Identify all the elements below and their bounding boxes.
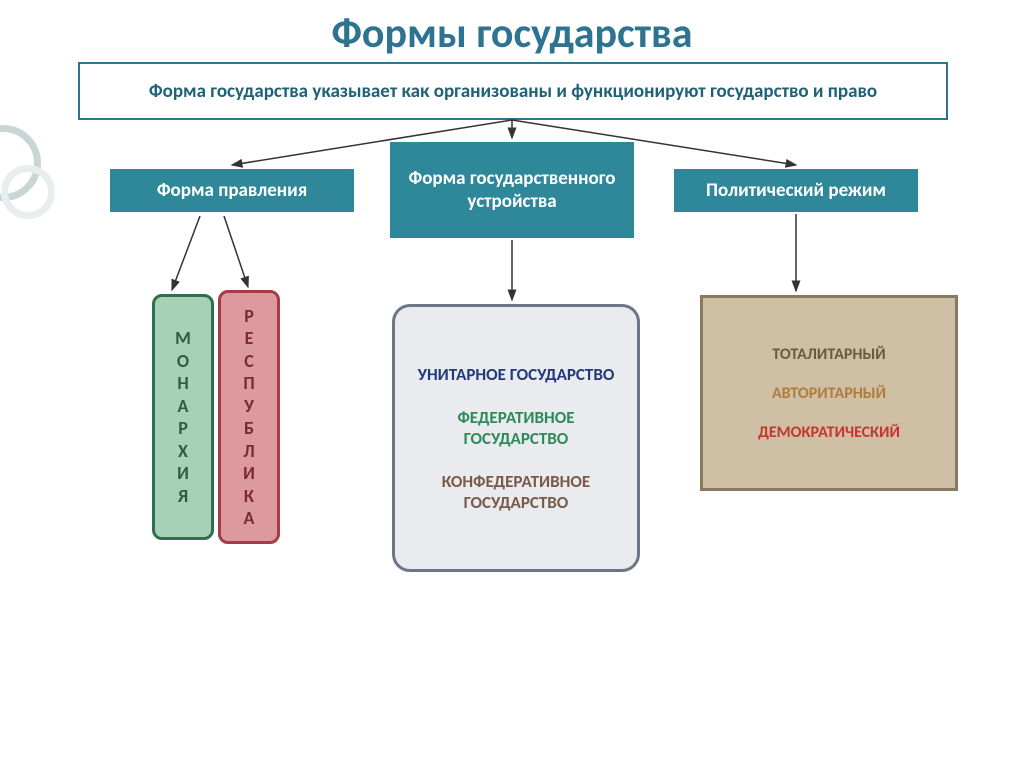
- vertical-letter: А: [178, 395, 189, 418]
- vertical-letter: Р: [178, 417, 188, 440]
- vertical-letter: А: [244, 507, 255, 530]
- branch-political-regime: Политический режим: [672, 167, 920, 214]
- vertical-letter: К: [244, 485, 254, 508]
- vertical-letter: Р: [244, 305, 254, 328]
- slide-decoration: [0, 125, 55, 215]
- regime-type-item: ТОТАЛИТАРНЫЙ: [772, 345, 885, 364]
- vertical-letter: Н: [177, 372, 188, 395]
- monarchy-box: МОНАРХИЯ: [152, 294, 214, 540]
- state-type-item: КОНФЕДЕРАТИВНОЕ ГОСУДАРСТВО: [409, 471, 623, 513]
- regime-type-item: ДЕМОКРАТИЧЕСКИЙ: [758, 423, 900, 442]
- vertical-letter: У: [244, 395, 254, 418]
- branch-state-structure: Форма государственного устройства: [388, 140, 636, 240]
- branch-form-of-government: Форма правления: [108, 167, 356, 214]
- regime-type-item: АВТОРИТАРНЫЙ: [772, 384, 886, 403]
- vertical-letter: О: [177, 350, 189, 373]
- vertical-letter: Х: [178, 440, 188, 463]
- branch-label: Форма правления: [157, 179, 307, 202]
- vertical-letter: Б: [244, 417, 254, 440]
- branch-label: Политический режим: [706, 179, 886, 202]
- vertical-letter: И: [177, 462, 189, 485]
- vertical-letter: И: [243, 462, 255, 485]
- vertical-letter: П: [243, 372, 254, 395]
- vertical-letter: Л: [243, 440, 254, 463]
- definition-text: Форма государства указывает как организо…: [149, 80, 877, 103]
- republic-box: РЕСПУБЛИКА: [218, 290, 280, 544]
- state-structure-types-box: УНИТАРНОЕ ГОСУДАРСТВО ФЕДЕРАТИВНОЕ ГОСУДА…: [392, 304, 640, 572]
- vertical-letter: М: [175, 327, 191, 350]
- vertical-letter: Е: [245, 327, 254, 350]
- page-title: Формы государства: [0, 0, 1024, 59]
- state-type-item: УНИТАРНОЕ ГОСУДАРСТВО: [418, 364, 615, 385]
- state-type-item: ФЕДЕРАТИВНОЕ ГОСУДАРСТВО: [409, 407, 623, 449]
- vertical-letter: С: [244, 350, 254, 373]
- definition-box: Форма государства указывает как организо…: [78, 62, 948, 120]
- vertical-letter: Я: [178, 485, 188, 508]
- political-regime-types-box: ТОТАЛИТАРНЫЙ АВТОРИТАРНЫЙ ДЕМОКРАТИЧЕСКИЙ: [700, 295, 958, 491]
- branch-label: Форма государственного устройства: [400, 167, 624, 213]
